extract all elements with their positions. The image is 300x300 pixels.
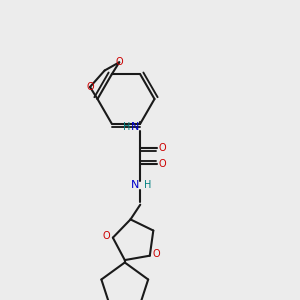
Text: O: O — [159, 159, 166, 169]
Text: H: H — [123, 122, 130, 132]
Text: N: N — [131, 180, 139, 190]
Text: O: O — [86, 82, 94, 92]
Text: O: O — [102, 231, 110, 241]
Text: N: N — [131, 122, 139, 132]
Text: O: O — [153, 249, 160, 259]
Text: O: O — [116, 57, 123, 67]
Text: O: O — [159, 143, 166, 153]
Text: H: H — [144, 180, 152, 190]
